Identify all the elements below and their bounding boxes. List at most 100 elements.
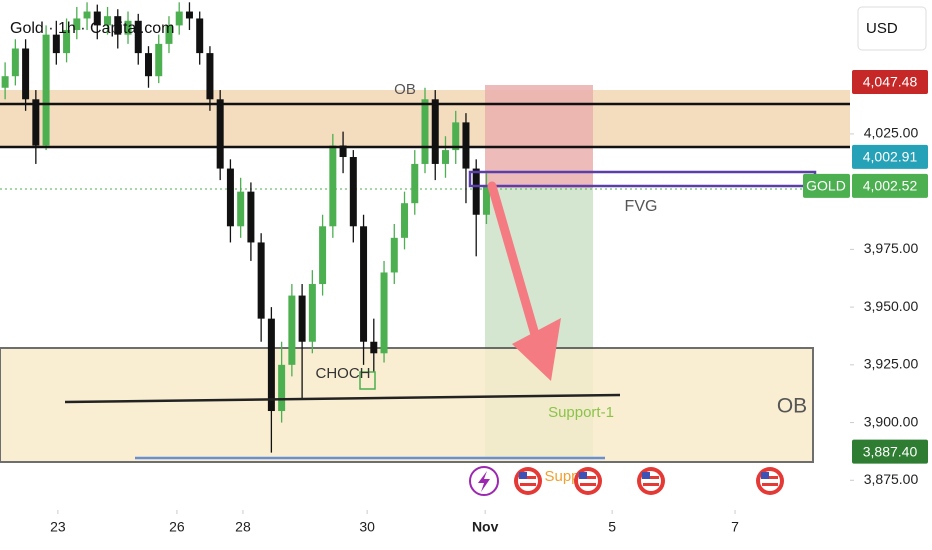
candle-body: [124, 20, 132, 35]
candle: [52, 20, 60, 65]
candle: [22, 39, 30, 111]
candle-body: [390, 237, 398, 273]
candle-body: [63, 30, 71, 54]
candle: [1, 62, 9, 100]
event-icons: [469, 466, 784, 496]
candle-body: [298, 295, 306, 342]
candle: [185, 2, 193, 31]
chart-title: Gold · 1h · Capital.com: [10, 20, 175, 37]
y-tick-label: 3,925.00: [864, 356, 919, 372]
us-event-icon[interactable]: [514, 467, 542, 495]
flag-stripe: [643, 483, 659, 486]
price-label: 4,002.52: [863, 178, 918, 194]
currency-button[interactable]: [857, 6, 927, 51]
price-label: 4,047.48: [863, 74, 918, 90]
candle-body: [206, 53, 214, 100]
candle: [421, 87, 429, 174]
candle: [73, 6, 81, 40]
candle-body: [22, 48, 30, 100]
candle-body: [319, 226, 327, 285]
candle-body: [278, 364, 286, 412]
candle-body: [1, 76, 9, 88]
demand-zone: [0, 347, 814, 463]
candle: [411, 150, 419, 215]
candle-body: [257, 242, 265, 319]
candle: [472, 159, 480, 257]
candle-body: [114, 16, 122, 35]
annotation: FVG: [625, 198, 658, 215]
flag-stripe: [643, 476, 659, 479]
candle: [11, 39, 19, 86]
candle-body: [288, 295, 296, 365]
flag-canton: [519, 472, 527, 479]
candle-body: [32, 99, 40, 146]
flag-stripe: [520, 483, 536, 486]
candle-body: [421, 99, 429, 164]
price-label: 4,002.91: [863, 149, 918, 165]
us-event-icon[interactable]: [637, 467, 665, 495]
candle-body: [380, 272, 388, 354]
flag-canton: [761, 472, 769, 479]
candle: [206, 46, 214, 111]
candle: [237, 177, 245, 238]
price-label: 3,887.40: [863, 443, 918, 459]
candle: [267, 307, 275, 453]
candle-body: [401, 203, 409, 238]
candle: [226, 159, 234, 243]
candle-body: [155, 43, 163, 77]
trend-line: [64, 393, 621, 404]
x-tick-label: 26: [169, 519, 185, 535]
candle: [104, 6, 112, 35]
flag-stripe: [580, 483, 596, 486]
x-tick-label: Nov: [472, 519, 499, 535]
candle-body: [308, 284, 316, 342]
candle: [93, 4, 101, 40]
candle-body: [482, 185, 490, 215]
candle-body: [83, 11, 91, 19]
y-tick-label: 4,025.00: [864, 125, 919, 141]
candle: [390, 223, 398, 285]
candle: [175, 2, 183, 35]
candle-body: [73, 18, 81, 31]
candle: [441, 136, 449, 178]
price-label-box: [852, 173, 928, 198]
candle: [155, 34, 163, 84]
x-tick-label: 7: [731, 519, 739, 535]
candle: [452, 110, 460, 164]
x-tick-label: 28: [235, 519, 251, 535]
candle-body: [175, 11, 183, 26]
candle-body: [370, 341, 378, 354]
annotation: Supp: [544, 468, 579, 485]
candle: [339, 131, 347, 174]
candle-body: [462, 122, 470, 169]
candle-body: [431, 99, 439, 164]
candle-body: [185, 11, 193, 19]
candle: [329, 133, 337, 238]
candle: [360, 214, 368, 365]
annotation: OB: [777, 395, 807, 418]
us-event-icon[interactable]: [756, 467, 784, 495]
candle: [308, 270, 316, 354]
candle: [298, 284, 306, 400]
candle-body: [196, 18, 204, 54]
candle: [165, 16, 173, 54]
us-event-icon[interactable]: [574, 467, 602, 495]
flag-stripe: [762, 476, 778, 479]
candle-body: [165, 25, 173, 44]
x-tick-label: 23: [50, 519, 66, 535]
candle: [257, 233, 265, 342]
axes: 3,875.00 3,900.00 3,925.00 3,950.00 3,975.00…: [50, 70, 928, 535]
flag-stripe: [520, 476, 536, 479]
candle-body: [360, 226, 368, 342]
annotation: OB: [394, 81, 416, 98]
candle-body: [93, 11, 101, 26]
candle: [144, 46, 152, 88]
candle: [380, 260, 388, 363]
y-tick-label: 3,975.00: [864, 240, 919, 256]
price-label-box: [852, 144, 928, 169]
candle: [63, 18, 71, 63]
candle: [124, 11, 132, 44]
arrow-head: [512, 318, 561, 381]
candle-body: [52, 34, 60, 54]
